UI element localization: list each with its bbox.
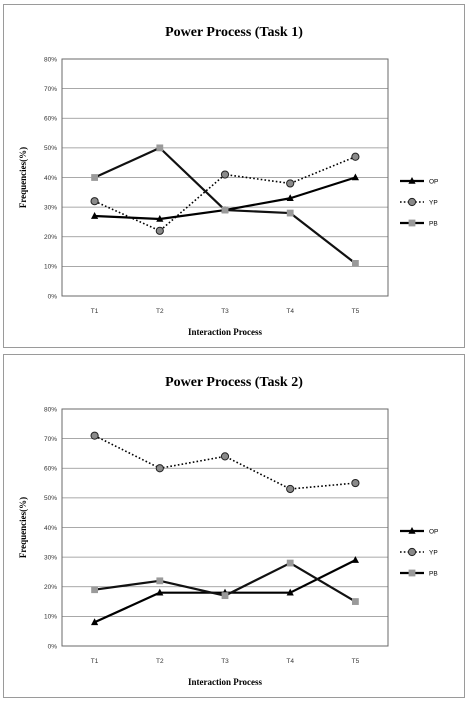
x-tick-label: T3 — [221, 308, 229, 315]
x-tick-label: T1 — [91, 658, 99, 665]
plot-frame — [61, 58, 389, 297]
legend-marker — [408, 527, 416, 534]
y-axis-title: Frequencies(%) — [18, 497, 28, 558]
data-point-pb — [286, 209, 294, 217]
data-point-yp — [286, 179, 295, 188]
y-tick-label: 80% — [44, 406, 57, 413]
x-tick-label: T5 — [352, 658, 360, 665]
data-point-pb — [221, 206, 229, 214]
legend-item-op: OP — [400, 527, 438, 535]
legend-marker — [408, 219, 416, 227]
data-point-op — [156, 214, 164, 222]
series-op — [91, 173, 359, 222]
data-point-yp — [351, 478, 360, 488]
series-line-yp — [94, 434, 356, 490]
data-point-pb — [91, 174, 98, 181]
chart-svg-task2: Power Process (Task 2) 0% 10% 20% 30% 40% 50% 6… — [18, 375, 438, 687]
legend-label: OP — [429, 528, 438, 535]
y-tick-label: 20% — [44, 234, 57, 241]
y-tick-label: 70% — [44, 86, 57, 93]
y-tick-label: 30% — [44, 204, 57, 211]
legend-item-pb: PB — [400, 569, 438, 577]
y-tick-label: 40% — [44, 525, 57, 532]
series-pb — [91, 559, 359, 605]
x-axis-title: Interaction Process — [188, 327, 263, 337]
data-point-yp — [90, 431, 99, 440]
series-pb — [91, 144, 359, 267]
y-tick-label: 50% — [44, 495, 57, 502]
x-tick-label: T2 — [156, 658, 164, 665]
legend-label: PB — [429, 570, 438, 577]
data-point-op — [91, 212, 99, 219]
series-line-yp — [94, 156, 356, 232]
x-tick-label: T4 — [286, 308, 294, 315]
legend-marker — [408, 177, 416, 184]
legend-item-yp: YP — [400, 547, 438, 557]
y-tick-label: 40% — [44, 175, 57, 182]
y-tick-label: 0% — [48, 643, 58, 650]
series-op — [91, 556, 359, 626]
y-tick-label: 80% — [44, 56, 57, 63]
legend-marker — [408, 569, 416, 577]
chart-panel-task1: Power Process (Task 1) 0% 10% 20% 30% 40% 50% 6… — [3, 4, 465, 348]
data-point-op — [91, 618, 99, 626]
legend-item-op: OP — [400, 177, 438, 185]
y-tick-label: 70% — [44, 436, 57, 443]
legend-item-yp: YP — [400, 197, 438, 207]
y-tick-label: 20% — [44, 584, 57, 591]
y-axis-title: Frequencies(%) — [18, 147, 28, 208]
data-point-op — [286, 194, 294, 202]
data-point-yp — [155, 226, 164, 235]
data-point-pb — [221, 592, 229, 600]
data-point-pb — [352, 260, 359, 267]
data-point-op — [351, 556, 359, 563]
chart-panel-task2: Power Process (Task 2) 0% 10% 20% 30% 40% 50% 6… — [3, 354, 465, 698]
data-point-pb — [286, 559, 294, 567]
legend-item-pb: PB — [400, 219, 438, 227]
y-tick-label: 60% — [44, 466, 57, 473]
data-point-op — [351, 173, 359, 181]
legend-label: YP — [429, 199, 438, 206]
data-point-op — [286, 588, 294, 596]
y-tick-label: 10% — [44, 614, 57, 621]
y-tick-label: 50% — [44, 145, 57, 152]
x-tick-label: T4 — [286, 658, 294, 665]
series-yp — [90, 152, 360, 235]
legend-marker — [407, 547, 417, 557]
x-tick-label: T2 — [156, 308, 164, 315]
y-tick-label: 0% — [48, 293, 58, 300]
data-point-op — [156, 588, 164, 596]
y-tick-label: 30% — [44, 554, 57, 561]
x-tick-label: T5 — [352, 308, 360, 315]
data-point-pb — [156, 144, 164, 152]
legend-label: YP — [429, 549, 438, 556]
data-point-pb — [91, 586, 98, 594]
y-tick-label: 60% — [44, 116, 57, 123]
data-point-yp — [220, 452, 230, 461]
chart-svg-task1: Power Process (Task 1) 0% 10% 20% 30% 40% 50% 6… — [18, 25, 438, 337]
plot-frame — [61, 408, 389, 647]
data-point-yp — [90, 197, 99, 206]
data-point-yp — [286, 484, 295, 494]
data-point-pb — [352, 598, 359, 605]
x-tick-label: T3 — [221, 658, 229, 665]
data-point-yp — [220, 170, 230, 179]
chart-title: Power Process (Task 1) — [165, 25, 303, 40]
legend-label: PB — [429, 220, 438, 227]
series-yp — [90, 431, 360, 494]
series-line-pb — [94, 146, 357, 265]
legend-label: OP — [429, 178, 438, 185]
data-point-yp — [155, 464, 164, 473]
data-point-yp — [351, 152, 360, 161]
x-axis-title: Interaction Process — [188, 677, 263, 687]
y-tick-label: 10% — [44, 264, 57, 271]
chart-title: Power Process (Task 2) — [165, 375, 303, 390]
legend-marker — [407, 197, 417, 207]
data-point-pb — [156, 577, 164, 585]
x-tick-label: T1 — [91, 308, 99, 315]
